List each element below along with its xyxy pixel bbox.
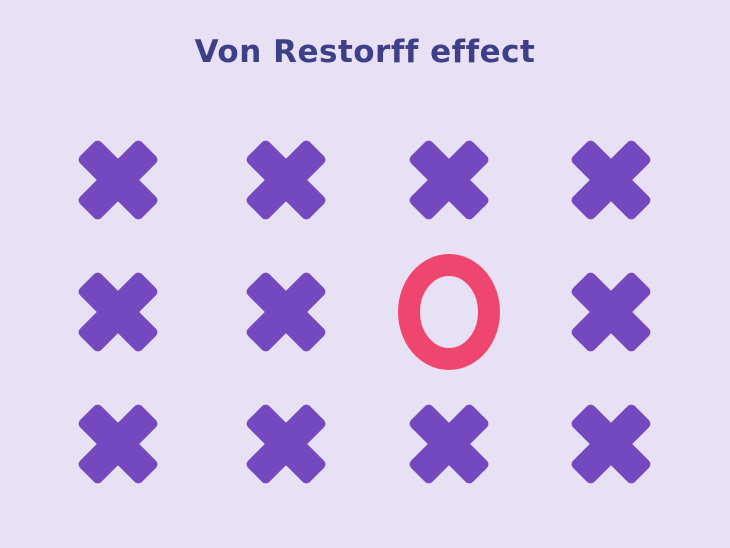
- x-icon: [246, 404, 326, 484]
- x-icon: [78, 404, 158, 484]
- o-icon: [398, 254, 500, 370]
- page-title: Von Restorff effect: [194, 34, 536, 70]
- x-icon: [409, 404, 489, 484]
- x-icon: [571, 140, 651, 220]
- x-icon: [571, 404, 651, 484]
- x-icon: [78, 272, 158, 352]
- x-icon: [246, 272, 326, 352]
- x-icon: [409, 140, 489, 220]
- x-icon: [78, 140, 158, 220]
- x-icon: [571, 272, 651, 352]
- x-icon: [246, 140, 326, 220]
